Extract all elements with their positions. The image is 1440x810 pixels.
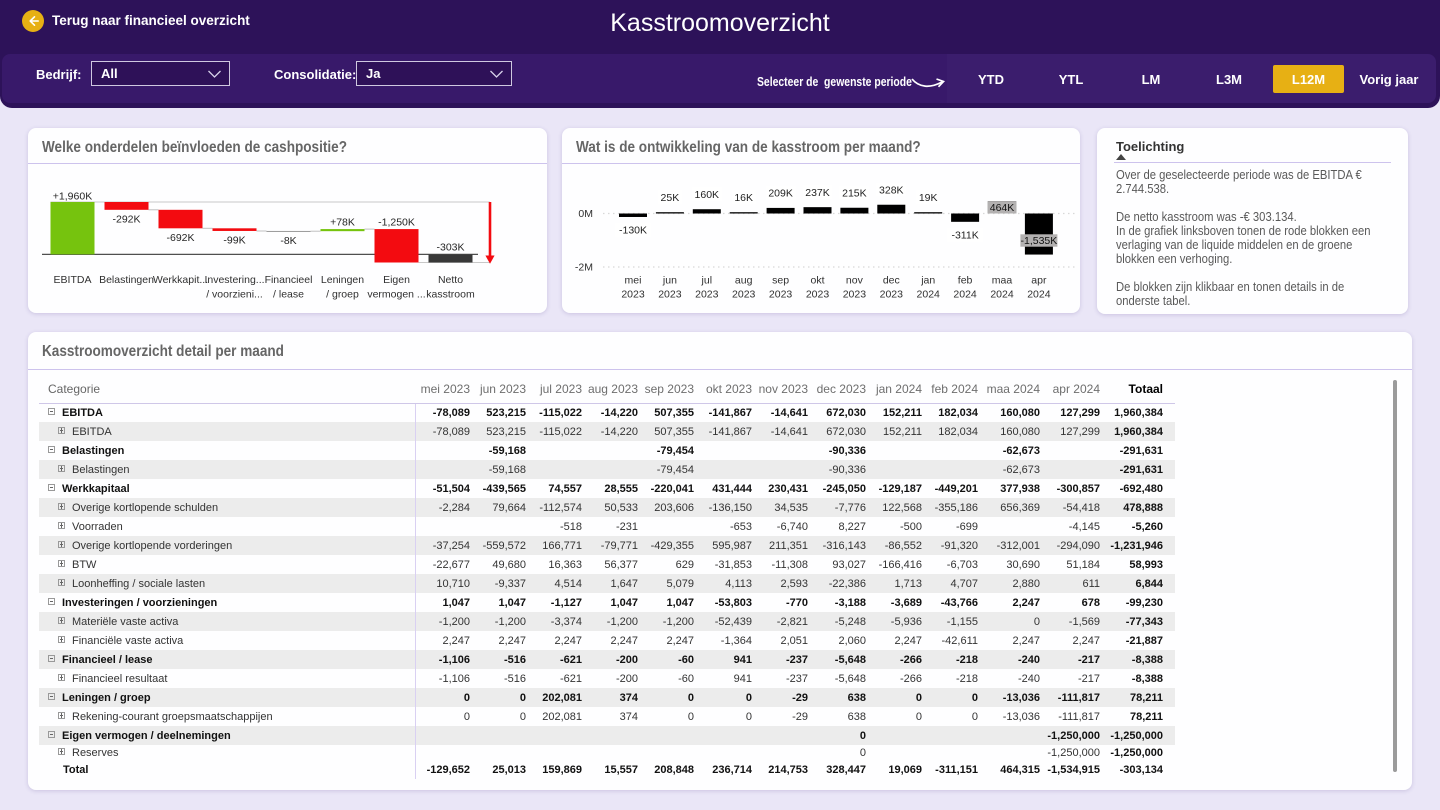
svg-text:2023: 2023 — [843, 289, 867, 301]
svg-text:2023: 2023 — [621, 289, 645, 301]
svg-text:Leningen: Leningen — [321, 274, 364, 286]
svg-text:maa: maa — [992, 275, 1013, 287]
svg-text:209K: 209K — [768, 188, 793, 200]
svg-text:EBITDA: EBITDA — [54, 274, 92, 286]
svg-text:-2M: -2M — [575, 262, 593, 274]
svg-text:jul: jul — [701, 275, 713, 287]
svg-text:237K: 237K — [805, 187, 830, 199]
svg-text:+78K: +78K — [330, 216, 355, 228]
svg-text:2023: 2023 — [658, 289, 682, 301]
svg-text:-1,535K: -1,535K — [1021, 235, 1058, 247]
svg-text:Eigen: Eigen — [383, 274, 410, 286]
svg-text:2023: 2023 — [769, 289, 793, 301]
svg-text:19K: 19K — [919, 192, 938, 204]
svg-text:mei: mei — [625, 275, 642, 287]
svg-text:464K: 464K — [990, 202, 1015, 214]
svg-text:jun: jun — [662, 275, 677, 287]
svg-text:dec: dec — [883, 275, 900, 287]
svg-text:/ voorzieni...: / voorzieni... — [206, 289, 263, 301]
svg-text:vermogen ...: vermogen ... — [367, 289, 425, 301]
svg-text:25K: 25K — [661, 192, 680, 204]
svg-text:nov: nov — [846, 275, 864, 287]
svg-text:sep: sep — [772, 275, 789, 287]
svg-text:-1,250K: -1,250K — [378, 216, 415, 228]
svg-text:-303K: -303K — [436, 242, 464, 254]
svg-text:16K: 16K — [734, 192, 753, 204]
svg-text:Belastingen: Belastingen — [99, 274, 154, 286]
svg-text:2024: 2024 — [1027, 289, 1051, 301]
svg-text:215K: 215K — [842, 187, 867, 199]
svg-text:Werkkapit...: Werkkapit... — [153, 274, 208, 286]
svg-text:-130K: -130K — [619, 225, 647, 237]
svg-text:-311K: -311K — [951, 230, 978, 242]
svg-text:328K: 328K — [879, 184, 904, 196]
svg-text:-99K: -99K — [223, 235, 245, 247]
svg-text:2024: 2024 — [990, 289, 1014, 301]
svg-text:aug: aug — [735, 275, 753, 287]
svg-text:/ lease: / lease — [273, 289, 304, 301]
svg-text:160K: 160K — [695, 189, 720, 201]
svg-text:-8K: -8K — [280, 235, 296, 247]
svg-text:2023: 2023 — [880, 289, 904, 301]
svg-text:2023: 2023 — [695, 289, 719, 301]
svg-text:Netto: Netto — [438, 274, 463, 286]
svg-text:+1,960K: +1,960K — [53, 191, 92, 203]
svg-text:2024: 2024 — [953, 289, 977, 301]
svg-text:0M: 0M — [578, 208, 593, 220]
svg-text:kasstroom: kasstroom — [426, 289, 475, 301]
svg-text:-692K: -692K — [166, 232, 194, 244]
svg-text:jan: jan — [920, 275, 935, 287]
svg-text:Investering...: Investering... — [204, 274, 264, 286]
svg-text:apr: apr — [1031, 275, 1047, 287]
svg-text:Financieel: Financieel — [265, 274, 313, 286]
svg-text:-292K: -292K — [112, 214, 140, 226]
svg-text:2023: 2023 — [732, 289, 756, 301]
svg-text:feb: feb — [958, 275, 973, 287]
svg-text:2024: 2024 — [917, 289, 941, 301]
svg-text:/ groep: / groep — [326, 289, 359, 301]
svg-text:okt: okt — [810, 275, 824, 287]
svg-text:2023: 2023 — [806, 289, 830, 301]
